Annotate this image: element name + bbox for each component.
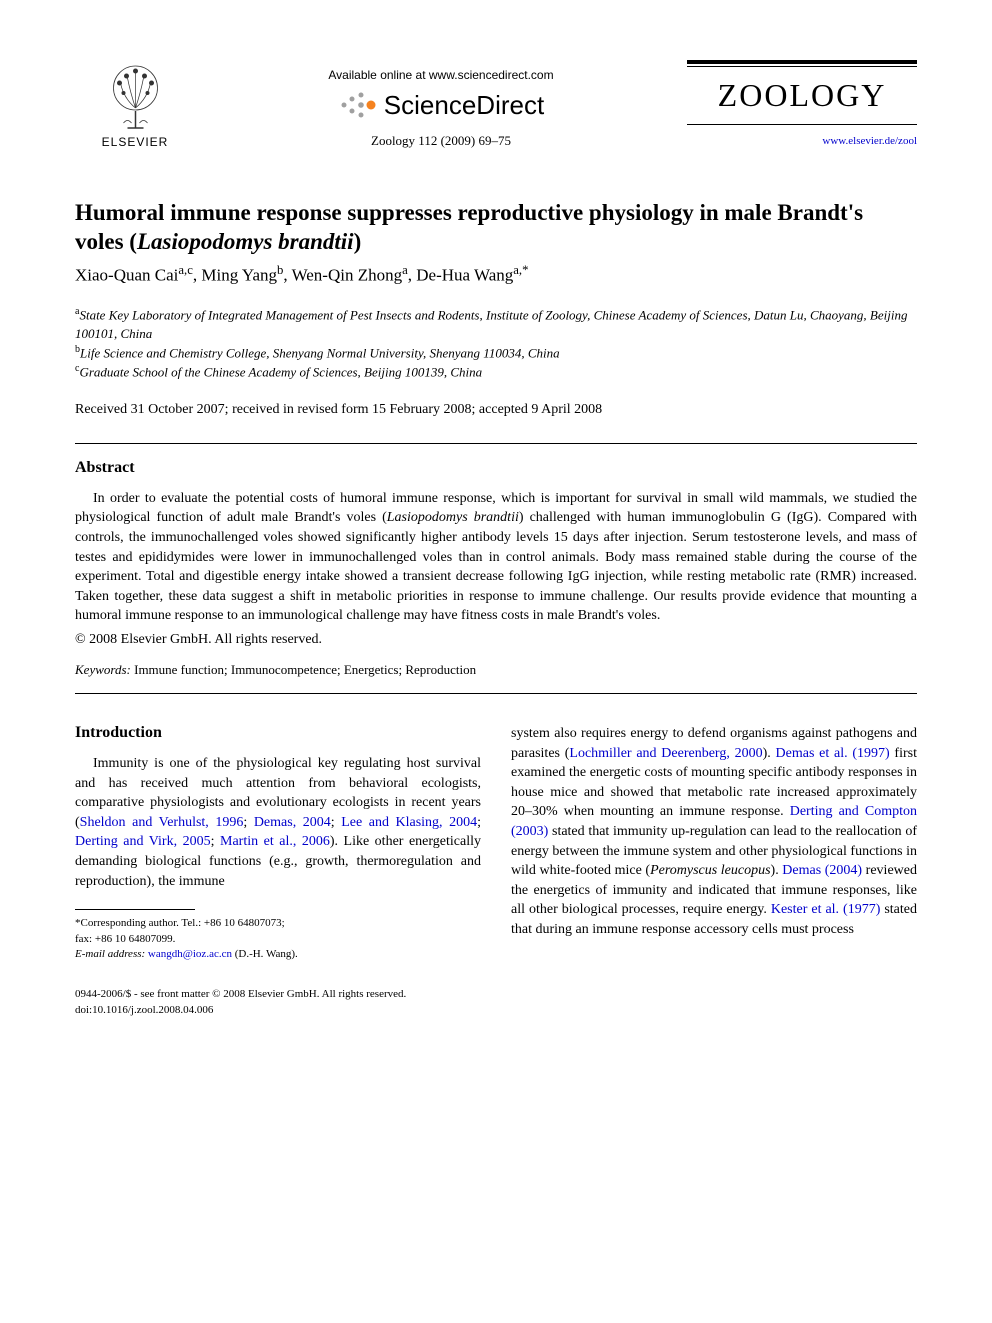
affiliation-b: bLife Science and Chemistry College, She… [75, 343, 917, 363]
intro-right-text: system also requires energy to defend or… [511, 724, 917, 940]
footnote-tel-line: *Corresponding author. Tel.: +86 10 6480… [75, 916, 481, 931]
article-dates: Received 31 October 2007; received in re… [75, 402, 917, 418]
fax-number: +86 10 64807099. [95, 933, 175, 945]
journal-name: ZOOLOGY [687, 77, 917, 114]
introduction-heading: Introduction [75, 724, 481, 742]
ref-lee-klasing-2004[interactable]: Lee and Klasing, 2004 [341, 815, 477, 830]
elsevier-logo-block: ELSEVIER [75, 63, 195, 149]
rule-below-keywords [75, 693, 917, 694]
sep2: ; [331, 815, 341, 830]
header-center: Available online at www.sciencedirect.co… [195, 68, 687, 149]
abstract-paragraph: In order to evaluate the potential costs… [75, 489, 917, 626]
footer-doi: doi:10.1016/j.zool.2008.04.006 [75, 1003, 917, 1018]
affiliations: aState Key Laboratory of Integrated Mana… [75, 305, 917, 382]
abstract-body: In order to evaluate the potential costs… [75, 489, 917, 626]
affil-a-text: State Key Laboratory of Integrated Manag… [75, 307, 907, 340]
footnote-separator [75, 909, 195, 910]
left-column: Introduction Immunity is one of the phys… [75, 724, 481, 962]
corresponding-author-footnote: *Corresponding author. Tel.: +86 10 6480… [75, 916, 481, 962]
intro-2b: ). [763, 746, 776, 761]
affil-b-text: Life Science and Chemistry College, Shen… [80, 345, 560, 360]
corr-label: *Corresponding author. Tel.: [75, 917, 204, 929]
keywords-text: Immune function; Immunocompetence; Energ… [131, 662, 476, 677]
sep3: ; [477, 815, 481, 830]
intro-species-2: Peromyscus leucopus [650, 863, 770, 878]
journal-rule-bottom [687, 124, 917, 125]
abstract-heading: Abstract [75, 459, 917, 477]
ref-sheldon-verhulst-1996[interactable]: Sheldon and Verhulst, 1996 [80, 815, 244, 830]
email-label: E-mail address: [75, 948, 145, 960]
abstract-copyright: © 2008 Elsevier GmbH. All rights reserve… [75, 632, 917, 648]
title-text-b: ) [354, 229, 362, 254]
footnote-fax-line: fax: +86 10 64807099. [75, 932, 481, 947]
author-3-affil: a [402, 263, 408, 277]
page-header: ELSEVIER Available online at www.science… [75, 60, 917, 149]
email-who: (D.-H. Wang). [232, 948, 298, 960]
author-2-affil: b [277, 263, 283, 277]
ref-demas-2004-b[interactable]: Demas (2004) [782, 863, 862, 878]
intro-para-1-cont: system also requires energy to defend or… [511, 724, 917, 940]
ref-demas-2004-a[interactable]: Demas, 2004 [254, 815, 331, 830]
footnote-email-line: E-mail address: wangdh@ioz.ac.cn (D.-H. … [75, 947, 481, 962]
body-columns: Introduction Immunity is one of the phys… [75, 724, 917, 962]
intro-left-text: Immunity is one of the physiological key… [75, 754, 481, 891]
footer-copyright: 0944-2006/$ - see front matter © 2008 El… [75, 987, 917, 1002]
ref-lochmiller-deerenberg-2000[interactable]: Lochmiller and Deerenberg, 2000 [569, 746, 762, 761]
sciencedirect-text: ScienceDirect [384, 90, 544, 121]
author-1: Xiao-Quan Cai [75, 265, 178, 284]
ref-martin-2006[interactable]: Martin et al., 2006 [220, 834, 330, 849]
ref-demas-1997[interactable]: Demas et al. (1997) [776, 746, 890, 761]
corresponding-email-link[interactable]: wangdh@ioz.ac.cn [148, 948, 232, 960]
affiliation-c: cGraduate School of the Chinese Academy … [75, 362, 917, 382]
ref-derting-virk-2005[interactable]: Derting and Virk, 2005 [75, 834, 211, 849]
journal-rule-top [687, 60, 917, 67]
title-species: Lasiopodomys brandtii [137, 229, 354, 254]
sciencedirect-dots-icon [338, 91, 378, 121]
sciencedirect-logo: ScienceDirect [215, 90, 667, 121]
journal-url-link[interactable]: www.elsevier.de/zool [822, 135, 917, 147]
right-column: system also requires energy to defend or… [511, 724, 917, 962]
intro-2e: ). [771, 863, 783, 878]
author-3: Wen-Qin Zhong [292, 265, 403, 284]
sep1: ; [243, 815, 253, 830]
authors-line: Xiao-Quan Caia,c, Ming Yangb, Wen-Qin Zh… [75, 263, 917, 286]
sep4: ; [211, 834, 220, 849]
ref-kester-1977[interactable]: Kester et al. (1977) [771, 902, 881, 917]
available-online-text: Available online at www.sciencedirect.co… [215, 68, 667, 82]
abstract-text-b: ) challenged with human immunoglobulin G… [75, 510, 917, 623]
rule-above-abstract [75, 443, 917, 444]
author-4-affil: a, [513, 263, 522, 277]
elsevier-label: ELSEVIER [102, 135, 169, 149]
elsevier-tree-icon [103, 63, 168, 133]
corr-tel: +86 10 64807073; [204, 917, 285, 929]
journal-title-block: ZOOLOGY www.elsevier.de/zool [687, 60, 917, 149]
abstract-species: Lasiopodomys brandtii [387, 510, 519, 525]
author-1-affil: a,c [178, 263, 193, 277]
intro-para-1: Immunity is one of the physiological key… [75, 754, 481, 891]
keywords-label: Keywords: [75, 662, 131, 677]
author-2: Ming Yang [201, 265, 277, 284]
fax-label: fax: [75, 933, 95, 945]
page-footer: 0944-2006/$ - see front matter © 2008 El… [75, 987, 917, 1018]
author-4-corr-mark: * [522, 263, 528, 277]
keywords-line: Keywords: Immune function; Immunocompete… [75, 662, 917, 678]
article-title: Humoral immune response suppresses repro… [75, 199, 917, 257]
affiliation-a: aState Key Laboratory of Integrated Mana… [75, 305, 917, 343]
journal-reference: Zoology 112 (2009) 69–75 [215, 133, 667, 149]
affil-c-text: Graduate School of the Chinese Academy o… [79, 365, 482, 380]
author-4: De-Hua Wang [416, 265, 513, 284]
